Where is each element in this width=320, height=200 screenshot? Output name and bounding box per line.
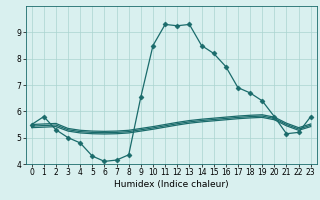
- X-axis label: Humidex (Indice chaleur): Humidex (Indice chaleur): [114, 180, 228, 189]
